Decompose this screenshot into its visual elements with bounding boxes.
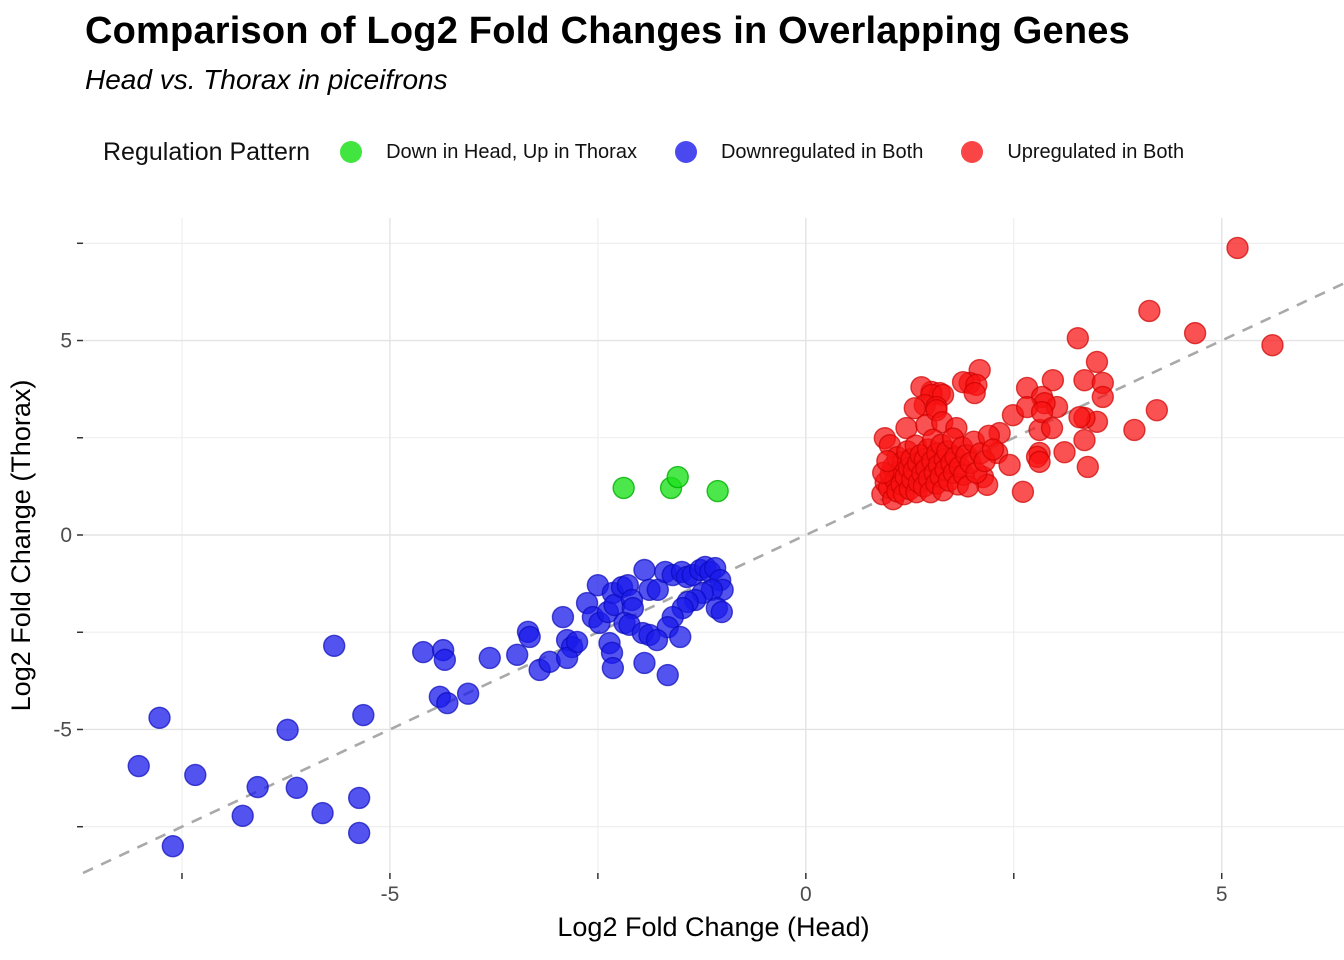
data-point (706, 479, 729, 503)
data-point (1041, 368, 1065, 392)
data-point (1261, 333, 1284, 357)
data-point (161, 834, 185, 858)
data-point (555, 646, 579, 670)
y-tick-label: 5 (60, 330, 72, 353)
data-point (246, 775, 269, 799)
data-point (1091, 385, 1114, 409)
data-point (347, 821, 371, 845)
data-point (311, 801, 334, 825)
data-point (612, 476, 635, 500)
data-point (1073, 428, 1096, 452)
data-point (565, 630, 589, 654)
data-point (1030, 400, 1054, 424)
red-dot-icon (961, 141, 984, 163)
data-point (1040, 416, 1064, 440)
identity-line (82, 282, 1344, 875)
data-point (998, 453, 1021, 477)
data-point (1123, 418, 1146, 442)
data-point (352, 703, 375, 727)
y-tick-label: 0 (60, 524, 72, 547)
data-point (1183, 321, 1207, 345)
legend-item-down-head-up-thorax: Down in Head, Up in Thorax (340, 141, 637, 164)
data-point (1073, 368, 1096, 392)
data-point (633, 558, 656, 582)
data-point (1011, 480, 1035, 504)
data-point (478, 646, 501, 670)
blue-dot-icon (674, 141, 697, 163)
legend-item-label: Down in Head, Up in Thorax (386, 140, 637, 163)
data-point (710, 600, 734, 624)
data-point (669, 625, 692, 649)
legend-item-label: Upregulated in Both (1007, 140, 1185, 163)
y-axis-title: Log2 Fold Change (Thorax) (6, 380, 36, 712)
data-point (285, 776, 308, 800)
legend: Regulation Pattern Down in Head, Up in T… (103, 130, 1222, 174)
x-tick-label: 5 (1216, 883, 1228, 906)
data-point (666, 465, 689, 489)
data-point (127, 754, 150, 778)
data-point (1076, 455, 1100, 479)
data-point (656, 663, 679, 687)
data-point (1138, 299, 1161, 323)
data-point (436, 691, 459, 715)
legend-item-upregulated-both: Upregulated in Both (961, 141, 1184, 164)
data-point (601, 656, 625, 680)
chart-title: Comparison of Log2 Fold Changes in Overl… (85, 10, 1130, 52)
data-point (148, 706, 171, 730)
legend-item-downregulated-both: Downregulated in Both (674, 140, 924, 164)
x-tick-label: 0 (800, 883, 812, 906)
chart-subtitle: Head vs. Thorax in piceifrons (85, 64, 448, 95)
data-point (347, 786, 371, 810)
data-point (633, 651, 656, 675)
data-point (518, 625, 541, 649)
data-point (1068, 405, 1091, 429)
data-point (981, 438, 1005, 461)
x-axis-title: Log2 Fold Change (Head) (557, 912, 869, 942)
data-point (903, 396, 926, 420)
data-point (1053, 440, 1076, 464)
data-point (963, 381, 986, 405)
data-point (1226, 236, 1249, 260)
data-point (276, 718, 299, 742)
data-point (551, 605, 575, 629)
y-tick-label: -5 (53, 718, 72, 741)
data-point (1028, 450, 1051, 474)
data-point (1145, 398, 1169, 422)
data-point (184, 763, 207, 787)
data-point (231, 804, 254, 828)
data-point (876, 449, 899, 473)
data-point (1085, 350, 1109, 374)
legend-title: Regulation Pattern (103, 137, 311, 166)
data-point (505, 643, 529, 666)
legend-item-label: Downregulated in Both (720, 140, 924, 163)
data-point (412, 640, 435, 664)
data-point (1066, 326, 1090, 350)
data-point (645, 628, 669, 652)
data-point (433, 648, 457, 672)
green-dot-icon (340, 141, 363, 163)
data-point (323, 634, 346, 658)
x-tick-label: -5 (381, 883, 400, 906)
data-point (456, 682, 480, 705)
